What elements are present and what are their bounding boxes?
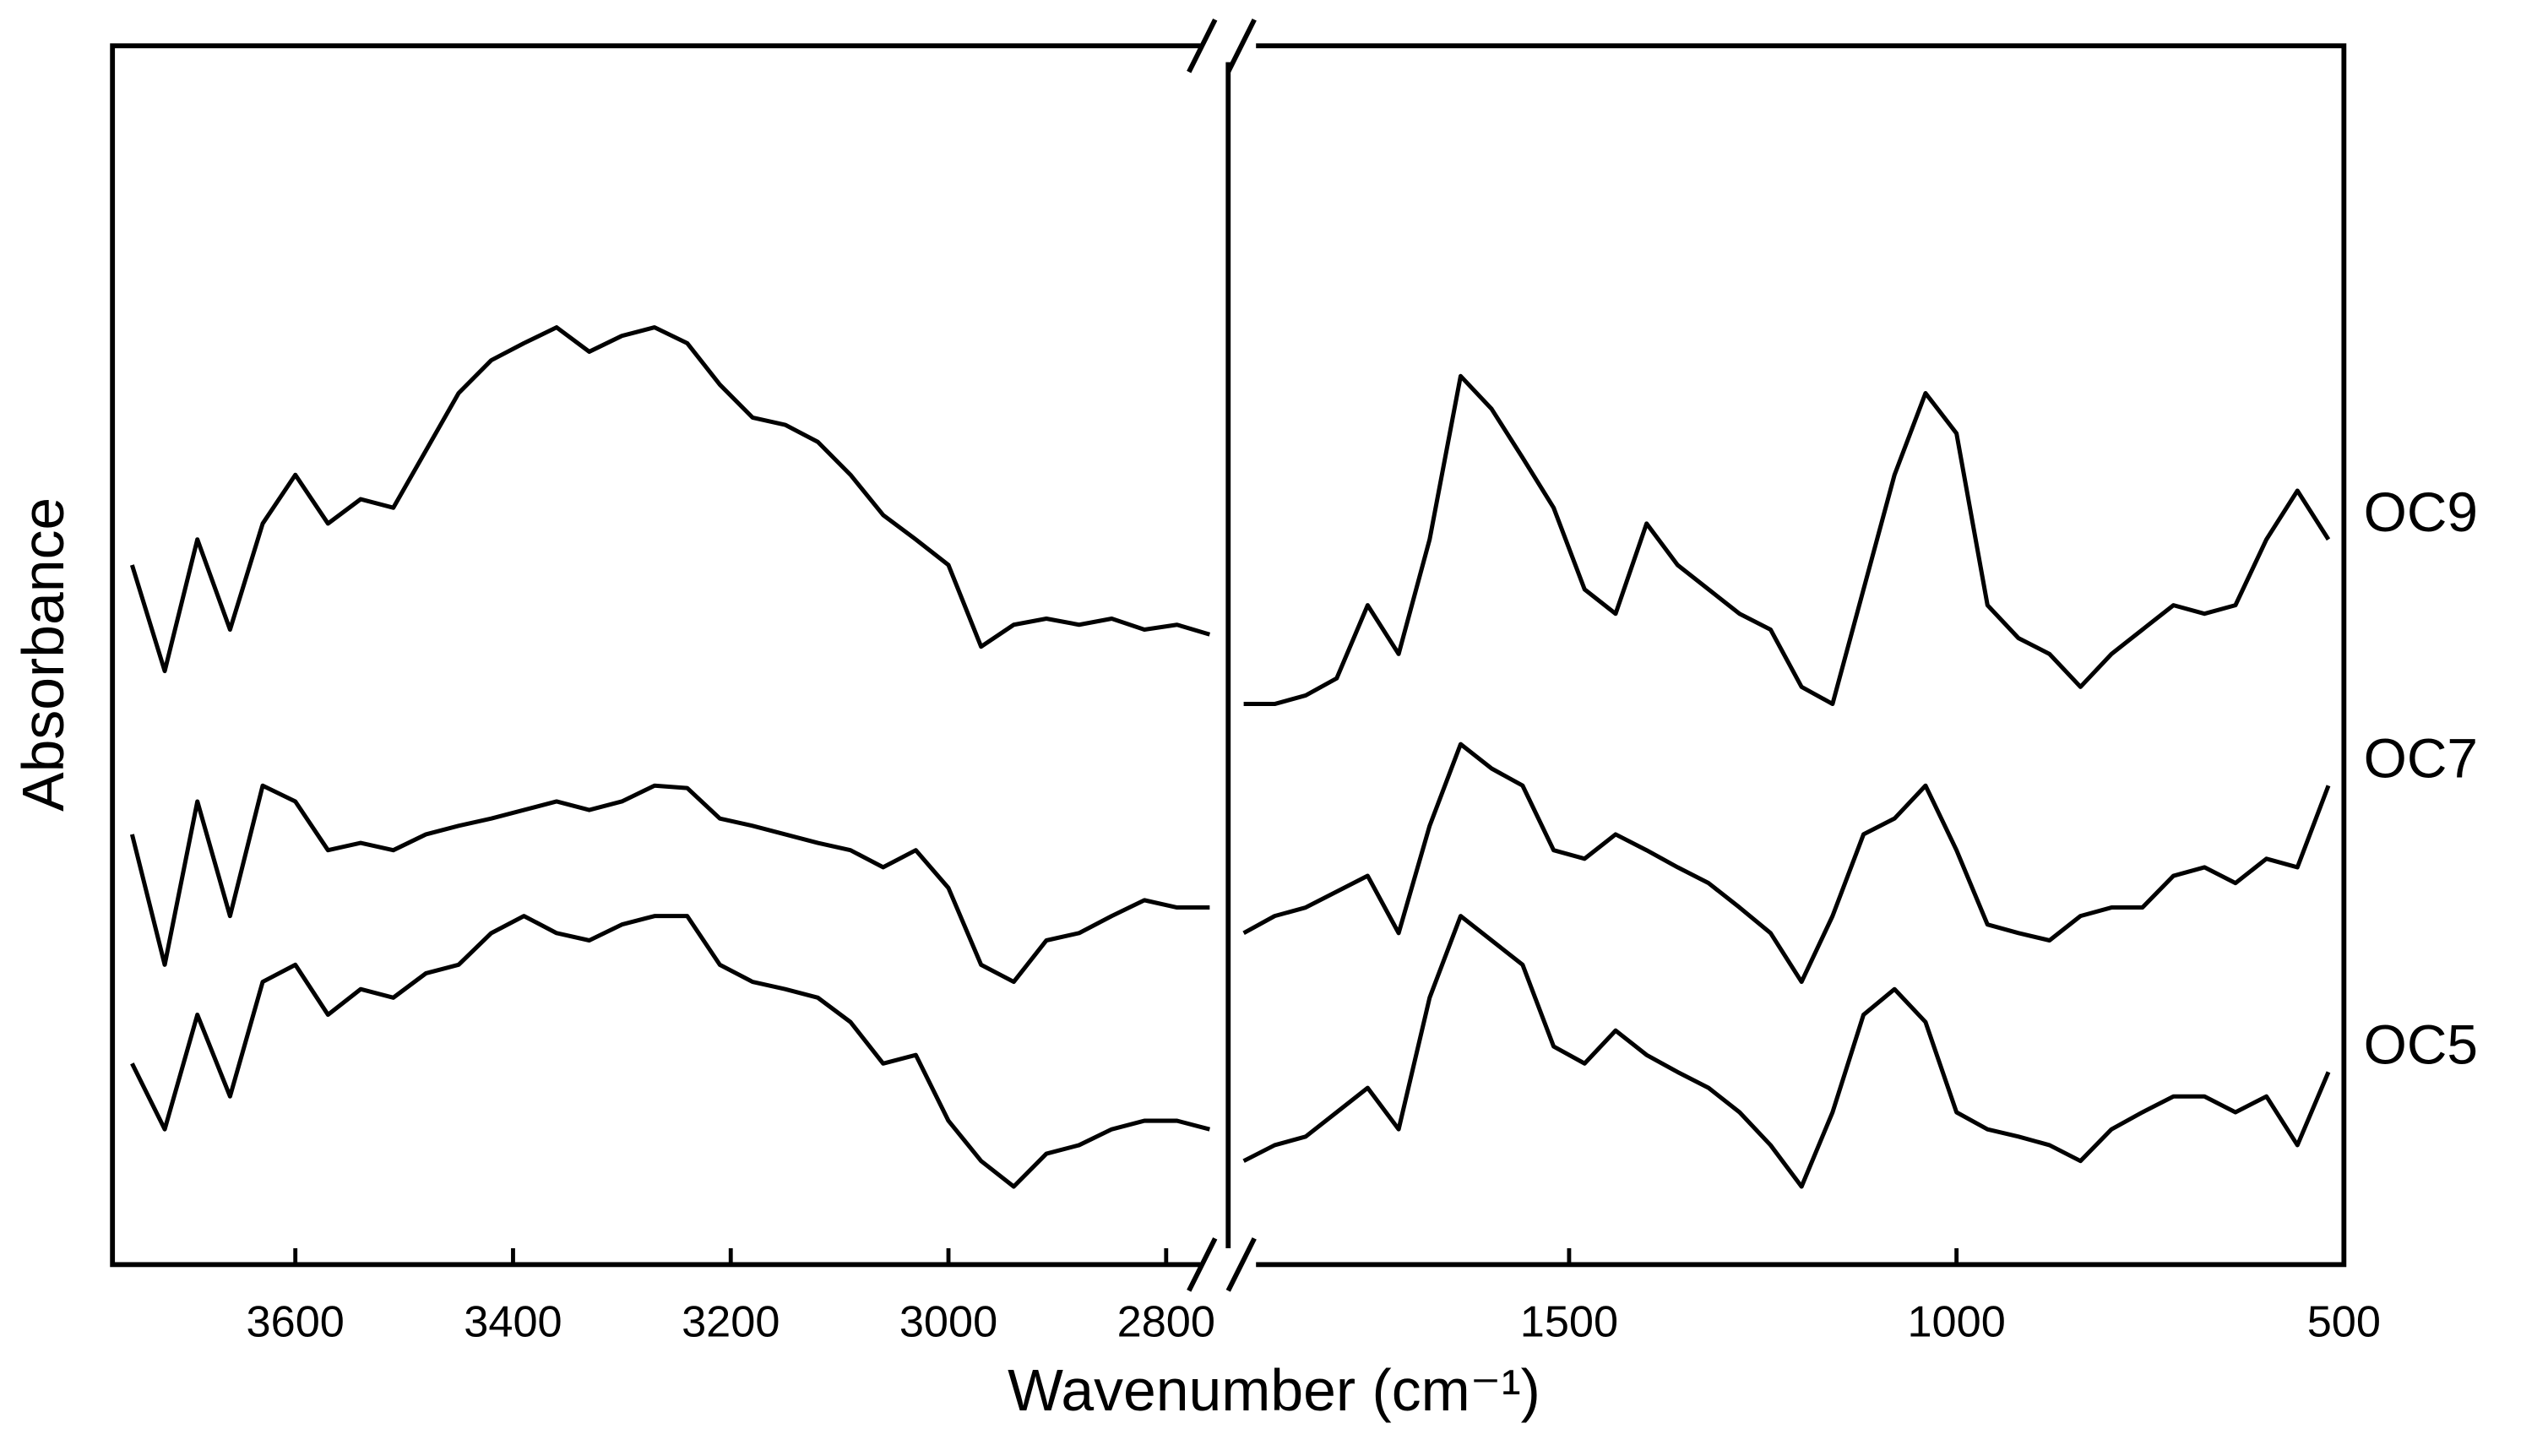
series-label: OC7 xyxy=(2364,726,2478,789)
break-mark xyxy=(1225,18,1257,73)
spectrum-line xyxy=(1242,914,2331,1189)
axis-break-bottom xyxy=(1187,1237,1257,1292)
x-tick-label: 3200 xyxy=(682,1298,780,1347)
x-tick-label: 3600 xyxy=(247,1298,345,1347)
spectrum-line xyxy=(129,783,1210,985)
x-tick-label: 1500 xyxy=(1520,1298,1618,1347)
y-axis-title: Absorbance xyxy=(10,497,76,812)
axis-break-top xyxy=(1187,18,1257,73)
x-tick-label: 500 xyxy=(2307,1298,2381,1347)
spectrum-line xyxy=(130,914,1210,1189)
spectrum-line xyxy=(129,325,1211,674)
spectrum-line xyxy=(1242,742,2331,985)
x-tick-label: 3400 xyxy=(464,1298,562,1347)
spectrum-line xyxy=(1243,373,2331,707)
x-tick-label: 1000 xyxy=(1907,1298,2005,1347)
series-label: OC9 xyxy=(2364,481,2478,543)
break-mark xyxy=(1187,1237,1218,1292)
x-axis-title: Wavenumber (cm⁻¹) xyxy=(1008,1357,1540,1423)
x-tick-label: 3000 xyxy=(899,1298,997,1347)
x-tick-label: 2800 xyxy=(1117,1298,1215,1347)
series-label: OC5 xyxy=(2364,1013,2478,1076)
break-mark xyxy=(1225,1237,1257,1292)
break-mark xyxy=(1187,18,1218,73)
